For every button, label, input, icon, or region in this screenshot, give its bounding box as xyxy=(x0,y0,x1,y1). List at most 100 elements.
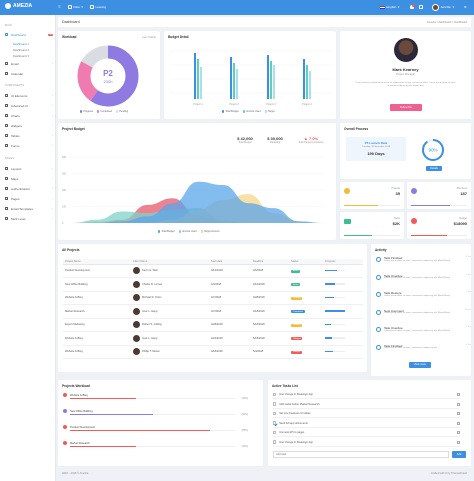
footer-credit: Crafted with ♥ by Themesbrand xyxy=(430,472,467,475)
table-row[interactable]: Website & Blog Jose L. Hepp 4/22/2018 5/18/… xyxy=(63,331,363,346)
add-task-input[interactable] xyxy=(273,451,449,458)
sidebar-item-charts[interactable]: Charts › xyxy=(5,113,53,118)
task-item[interactable]: Send full app documents xyxy=(273,420,460,428)
task-label: Add social button Market Research xyxy=(279,402,320,406)
leaving-menu[interactable]: Leaving xyxy=(90,5,106,9)
progress-fill xyxy=(325,296,334,299)
table-row[interactable]: Product Development Kevin G. Weir 4/14/201… xyxy=(63,264,363,278)
column-header[interactable]: Status xyxy=(289,259,323,265)
table-row[interactable]: Market Research Jone L. Hepp 4/7/2018 4/18/… xyxy=(63,304,363,319)
activity-item[interactable]: Task Finished 4 hrs Lorem ipsum dolor sit … xyxy=(376,256,471,272)
notifications-button[interactable] xyxy=(410,4,415,9)
sidebar-subitem-dashboard-2[interactable]: Dashboard 2 xyxy=(13,48,30,52)
apps-button[interactable] xyxy=(419,5,423,9)
task-checkbox[interactable] xyxy=(273,440,277,444)
workload-item[interactable]: Market Research (40%) xyxy=(63,440,248,451)
sidebar-item-dashboard[interactable]: Dashboard 12 xyxy=(5,32,53,37)
task-label: Icon change in Redesign App xyxy=(279,440,313,444)
trash-icon[interactable] xyxy=(457,402,460,406)
workload-item[interactable]: Website & Blog (40%) xyxy=(63,392,248,403)
sidebar-item-email-templates[interactable]: Email Templates › xyxy=(5,206,53,211)
user-menu[interactable]: Jennifer ▾ xyxy=(432,3,454,11)
view-more-button[interactable]: View more xyxy=(409,362,431,368)
hamburger-button[interactable]: ☰ xyxy=(58,5,61,9)
details-button[interactable]: Details xyxy=(426,166,442,171)
breadcrumb-path[interactable]: Amezia > Dashboard > Dashboard xyxy=(427,20,467,24)
table-row[interactable]: Export Marketing Robert S. Gilding 4/28/20… xyxy=(63,318,363,332)
column-header[interactable]: Project Name xyxy=(63,259,131,265)
mini-value: $2K xyxy=(392,221,400,226)
task-checkbox[interactable] xyxy=(273,392,277,397)
column-header[interactable]: Deadline xyxy=(251,259,289,265)
sidebar-item-pages[interactable]: Pages › xyxy=(5,196,53,201)
activity-item[interactable]: Task Overdue 1 hrs Lorem ipsum dolor sit a… xyxy=(376,326,471,342)
activity-item[interactable]: Task Restore 5 hrs Lorem ipsum dolor sit a… xyxy=(376,291,471,307)
task-item[interactable]: Icon change in Redesign App xyxy=(273,439,460,447)
logo-icon xyxy=(5,3,11,9)
projects-table: Project Name Client Name Start date Dead… xyxy=(63,259,363,359)
activity-item[interactable]: Task Finished 4 hrs Lorem ipsum dolor sit … xyxy=(376,344,471,360)
language-select[interactable]: English ▾ xyxy=(380,5,399,9)
trash-icon[interactable] xyxy=(457,431,460,434)
sidebar-item-authentication[interactable]: Authentication › xyxy=(5,186,53,191)
task-checkbox[interactable] xyxy=(273,402,277,406)
trash-icon[interactable] xyxy=(457,440,460,444)
progress-bar xyxy=(325,310,345,312)
workload-bar xyxy=(70,430,235,432)
mini-label: Budget xyxy=(459,217,467,220)
client-cell: Phillip T. Moore xyxy=(131,345,209,359)
sidebar-item-ui-elements[interactable]: UI Elements › xyxy=(5,93,53,98)
sidebar-item-email[interactable]: Email › xyxy=(5,61,53,66)
sidebar-item-multi-level[interactable]: Multi Level › xyxy=(5,216,53,221)
legend-label: Progress xyxy=(83,110,93,113)
table-row[interactable]: New Office Building Charlie R. Lomas 4/3/2… xyxy=(63,277,363,292)
legend-swatch xyxy=(158,230,161,233)
sidebar-item-maps[interactable]: Maps › xyxy=(5,176,53,181)
workload-bar xyxy=(70,414,235,416)
trash-icon[interactable] xyxy=(457,421,460,425)
workload-item[interactable]: New Office Building (50%) xyxy=(63,408,248,419)
sidebar-item-calendar[interactable]: Calendar xyxy=(5,71,53,76)
sidebar-item-forms[interactable]: Forms › xyxy=(5,143,53,148)
bar-total-3 xyxy=(267,55,269,99)
sidebar-item-widgets[interactable]: Widgets › xyxy=(5,123,53,128)
layout-icon xyxy=(5,167,8,170)
table-row[interactable]: Website & Blog Michael R. Orton 4/7/2018 4/… xyxy=(63,291,363,305)
task-item[interactable]: Icon change in Redesign App xyxy=(273,391,460,399)
activity-item[interactable]: Task Overdue 3 hrs Lorem ipsum dolor sit a… xyxy=(376,274,471,290)
menu-icon: ☰ xyxy=(58,5,61,9)
sidebar-item-layouts[interactable]: Layouts › xyxy=(5,166,53,171)
settings-button[interactable]: ⚙ xyxy=(464,5,467,9)
sidebar-item-label: Maps xyxy=(11,176,19,181)
calendar-icon xyxy=(68,5,72,9)
column-header[interactable]: Client Name xyxy=(131,259,209,265)
task-checkbox[interactable] xyxy=(273,421,277,425)
chevron-right-icon: › xyxy=(52,144,53,147)
task-item[interactable]: Add social button Market Research xyxy=(273,401,460,409)
add-task-button[interactable]: Add xyxy=(452,451,466,458)
brand-logo[interactable]: AMEZIA xyxy=(5,3,32,9)
workload-item[interactable]: Product Development (85%) xyxy=(63,424,248,435)
trash-icon[interactable] xyxy=(457,393,460,396)
follow-button[interactable]: Follow Me xyxy=(390,104,422,111)
sidebar-item-label: Calendar xyxy=(11,71,24,76)
task-item[interactable]: Connect API to pages xyxy=(273,429,460,437)
activity-item[interactable]: New Comment 10 hrs Lorem ipsum dolor sit a… xyxy=(376,309,471,325)
column-header[interactable]: Start date xyxy=(209,259,251,265)
project-name: Product Development xyxy=(63,264,131,278)
task-item[interactable]: Set new Features UI tables xyxy=(273,410,460,418)
sidebar-subitem-dashboard-1[interactable]: Dashboard 1 xyxy=(13,42,30,46)
date-menu[interactable]: Date ▾ xyxy=(68,5,83,9)
avatar xyxy=(133,280,140,288)
table-row[interactable]: Website & Blog Phillip T. Moore 4/18/2018 5… xyxy=(63,345,363,359)
task-checkbox[interactable] xyxy=(273,411,277,416)
trash-icon[interactable] xyxy=(457,412,460,415)
chevron-right-icon: › xyxy=(52,207,53,210)
progress-bar xyxy=(325,350,345,353)
status-badge: Delayed xyxy=(291,350,303,354)
column-header[interactable]: Progress xyxy=(323,259,363,265)
task-checkbox[interactable] xyxy=(273,430,277,435)
sidebar-item-tables[interactable]: Tables › xyxy=(5,133,53,138)
sidebar-subitem-dashboard-3[interactable]: Dashboard 3 xyxy=(13,54,30,58)
sidebar-item-advanced-ui[interactable]: Advanced UI › xyxy=(5,103,53,108)
